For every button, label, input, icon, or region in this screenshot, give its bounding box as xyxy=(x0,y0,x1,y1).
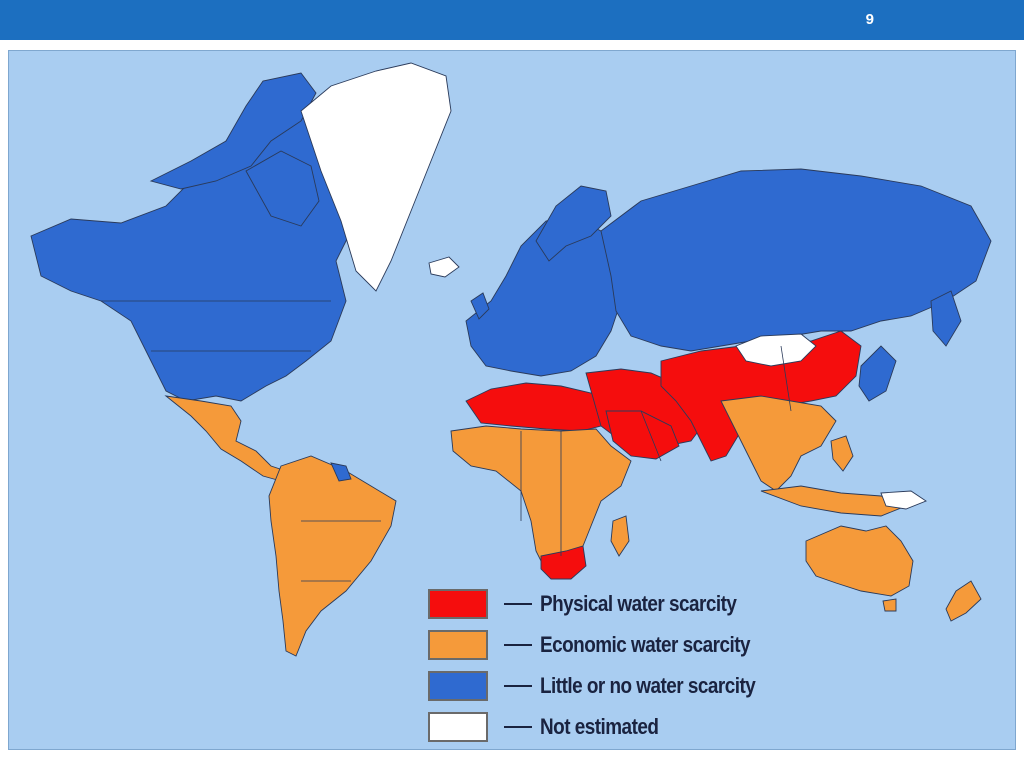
region-mongolia xyxy=(735,333,817,367)
legend-label-little: Little or no water scarcity xyxy=(540,673,756,698)
legend-dash xyxy=(504,644,532,646)
region-iceland xyxy=(428,256,460,278)
region-philippines xyxy=(830,435,854,472)
legend-label-physical: Physical water scarcity xyxy=(540,591,737,616)
region-madagascar xyxy=(610,515,630,557)
region-scandinavia xyxy=(535,185,612,262)
legend-dash xyxy=(504,603,532,605)
legend-swatch-economic xyxy=(428,630,488,660)
region-southeast-asia xyxy=(720,395,837,492)
region-sub-saharan-africa xyxy=(450,425,632,572)
legend-swatch-physical xyxy=(428,589,488,619)
region-south-africa xyxy=(540,545,587,580)
legend-label-economic: Economic water scarcity xyxy=(540,632,751,657)
region-canadian-arctic-islands xyxy=(149,72,317,190)
region-kamchatka xyxy=(930,290,962,347)
border-lines xyxy=(101,300,792,582)
slide-header-bar: 9 xyxy=(0,0,1024,40)
legend-dash xyxy=(504,685,532,687)
legend-swatch-not-estimated xyxy=(428,712,488,742)
region-arabian-peninsula xyxy=(605,410,680,460)
legend-dash xyxy=(504,726,532,728)
region-tasmania xyxy=(882,598,897,612)
legend-swatch-little xyxy=(428,671,488,701)
region-japan xyxy=(858,345,897,402)
legend-label-not-estimated: Not estimated xyxy=(540,714,659,739)
region-british-isles xyxy=(470,292,490,320)
region-greenland xyxy=(300,62,452,292)
region-russia xyxy=(600,168,992,352)
legend-item-economic: Economic water scarcity xyxy=(428,630,848,660)
legend-item-little: Little or no water scarcity xyxy=(428,671,848,701)
legend-item-not-estimated: Not estimated xyxy=(428,712,848,742)
page-number: 9 xyxy=(865,11,874,28)
legend-item-physical: Physical water scarcity xyxy=(428,589,848,619)
region-new-zealand xyxy=(945,580,982,622)
region-south-america xyxy=(268,455,397,657)
region-guianas xyxy=(330,462,352,482)
region-baffin-island xyxy=(245,150,320,227)
region-australia xyxy=(805,525,914,597)
region-new-guinea xyxy=(880,490,927,510)
world-water-scarcity-map xyxy=(8,50,1016,750)
